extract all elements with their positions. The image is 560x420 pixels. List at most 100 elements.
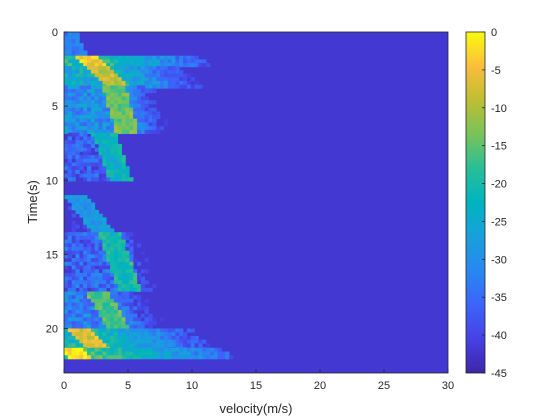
heatmap-cell [141, 329, 145, 333]
heatmap-cell [175, 332, 179, 336]
heatmap-cell [129, 254, 133, 258]
heatmap-cell [64, 74, 68, 78]
heatmap-cell [125, 343, 129, 347]
heatmap-cell [72, 206, 76, 210]
heatmap-cell [160, 343, 164, 347]
heatmap-cell [91, 140, 95, 144]
heatmap-cell [129, 108, 133, 112]
heatmap-cell [156, 77, 160, 81]
heatmap-cell [83, 232, 87, 236]
heatmap-cell [76, 277, 80, 281]
heatmap-cell [114, 140, 118, 144]
heatmap-cell [68, 126, 72, 130]
heatmap-cell [187, 63, 191, 67]
heatmap-cell [64, 119, 68, 123]
heatmap-cell [195, 355, 199, 359]
heatmap-cell [129, 292, 133, 296]
heatmap-cell [114, 77, 118, 81]
heatmap-cell [87, 332, 91, 336]
heatmap-cell [122, 174, 126, 178]
heatmap-cell [95, 343, 99, 347]
heatmap-cell [172, 56, 176, 60]
heatmap-cell [68, 144, 72, 148]
heatmap-cell [83, 89, 87, 93]
heatmap-cell [64, 115, 68, 119]
heatmap-cell [106, 277, 110, 281]
heatmap-cell [106, 314, 110, 318]
heatmap-cell [225, 355, 229, 359]
heatmap-cell [91, 100, 95, 104]
heatmap-cell [87, 108, 91, 112]
heatmap-cell [118, 336, 122, 340]
heatmap-cell [99, 166, 103, 170]
heatmap-cell [79, 77, 83, 81]
heatmap-cell [95, 251, 99, 255]
heatmap-cell [164, 81, 168, 85]
heatmap-cell [110, 163, 114, 167]
heatmap-cell [168, 77, 172, 81]
heatmap-cell [83, 137, 87, 141]
heatmap-cell [114, 336, 118, 340]
heatmap-cell [122, 295, 126, 299]
heatmap-cell [76, 39, 80, 43]
heatmap-cell [129, 343, 133, 347]
heatmap-cell [87, 203, 91, 207]
heatmap-cell [95, 137, 99, 141]
heatmap-cell [149, 122, 153, 126]
heatmap-cell [95, 280, 99, 284]
heatmap-cell [149, 119, 153, 123]
heatmap-cell [87, 111, 91, 115]
heatmap-cell [183, 355, 187, 359]
heatmap-cell [118, 151, 122, 155]
heatmap-cell [91, 108, 95, 112]
heatmap-cell [95, 56, 99, 60]
heatmap-cell [64, 81, 68, 85]
heatmap-cell [91, 303, 95, 307]
heatmap-cell [83, 170, 87, 174]
heatmap-cell [175, 352, 179, 356]
heatmap-cell [129, 104, 133, 108]
heatmap-cell [133, 269, 137, 273]
heatmap-cell [133, 273, 137, 277]
heatmap-cell [102, 81, 106, 85]
heatmap-cell [110, 151, 114, 155]
heatmap-cell [149, 130, 153, 134]
heatmap-cell [125, 284, 129, 288]
heatmap-cell [99, 258, 103, 262]
heatmap-cell [91, 217, 95, 221]
heatmap-cell [79, 144, 83, 148]
heatmap-cell [137, 93, 141, 97]
heatmap-cell [72, 240, 76, 244]
heatmap-cell [164, 348, 168, 352]
heatmap-cell [141, 56, 145, 60]
heatmap-cell [102, 336, 106, 340]
heatmap-cell [79, 140, 83, 144]
heatmap-cell [187, 336, 191, 340]
heatmap-cell [68, 254, 72, 258]
heatmap-cell [137, 115, 141, 119]
heatmap-cell [83, 284, 87, 288]
heatmap-cell [99, 292, 103, 296]
heatmap-cell [122, 288, 126, 292]
heatmap-cell [87, 151, 91, 155]
heatmap-cell [83, 163, 87, 167]
heatmap-cell [64, 280, 68, 284]
heatmap-cell [91, 144, 95, 148]
heatmap-cell [152, 332, 156, 336]
heatmap-cell [118, 269, 122, 273]
heatmap-area[interactable] [64, 32, 448, 373]
heatmap-cell [79, 163, 83, 167]
heatmap-cell [118, 292, 122, 296]
colorbar-tick-label: -25 [491, 216, 507, 228]
heatmap-cell [68, 303, 72, 307]
heatmap-cell [118, 166, 122, 170]
heatmap-cell [83, 225, 87, 229]
heatmap-cell [64, 56, 68, 60]
heatmap-cell [141, 122, 145, 126]
heatmap-cell [91, 177, 95, 181]
heatmap-cell [183, 74, 187, 78]
heatmap-cell [99, 288, 103, 292]
heatmap-cell [102, 292, 106, 296]
heatmap-cell [122, 66, 126, 70]
heatmap-cell [118, 321, 122, 325]
